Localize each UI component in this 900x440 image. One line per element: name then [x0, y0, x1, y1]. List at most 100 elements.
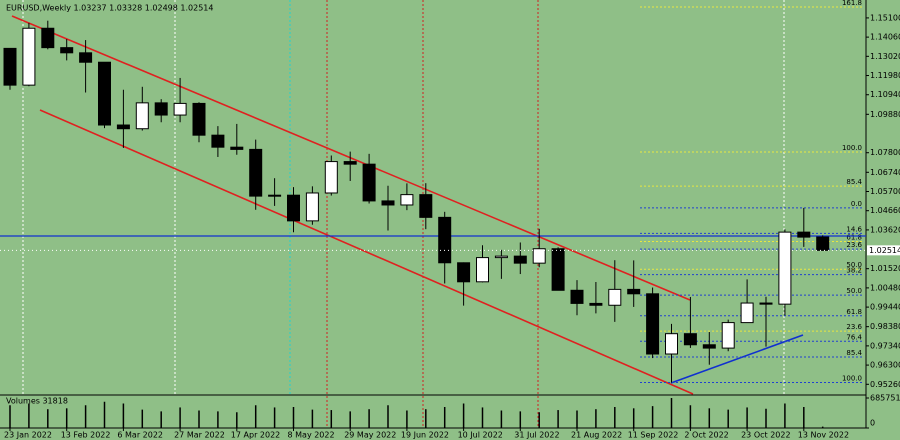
channel-line [39, 109, 694, 395]
candle-body [816, 236, 830, 251]
y-tick-label: 1.04660 [870, 206, 900, 215]
y-tick-label: 1.06740 [870, 168, 900, 177]
candle-body [324, 161, 338, 194]
candle-body [305, 192, 319, 222]
channel-line [11, 15, 691, 301]
candle-body [60, 47, 74, 54]
candle-body [116, 124, 130, 130]
fib-label: 100.0 [842, 374, 862, 382]
fib-label: 50.0 [846, 287, 862, 295]
fib-label: 61.8 [846, 308, 862, 316]
y-tick-label: 1.13020 [870, 52, 900, 61]
candle-body [41, 27, 55, 49]
candle-body [230, 146, 244, 150]
candle-body [570, 289, 584, 304]
fib-label: 85.4 [846, 349, 862, 357]
candle-body [551, 248, 565, 291]
x-tick-label: 31 Jul 2022 [514, 431, 559, 440]
x-tick-label: 19 Jun 2022 [401, 431, 449, 440]
fib-label: 85.4 [846, 178, 862, 186]
candle-body [683, 333, 697, 346]
fib-label: 61.8 [846, 234, 862, 242]
candle-body [400, 194, 414, 206]
candle-body [79, 52, 93, 63]
candle-body [627, 288, 641, 295]
y-tick-label: 0.99440 [870, 303, 900, 312]
candle-body [22, 27, 36, 86]
fib-label: 23.6 [846, 323, 862, 331]
x-tick-label: 27 Mar 2022 [174, 431, 225, 440]
current-price-box [867, 245, 900, 256]
candle-body [211, 134, 225, 148]
fib-label: 38.2 [846, 267, 862, 275]
candle-body [438, 216, 452, 264]
fib-label: 161.8 [842, 0, 862, 7]
candle-body [608, 288, 622, 306]
candle-body [362, 163, 376, 202]
volume-tick-label: 685751 [870, 394, 900, 403]
x-tick-label: 17 Apr 2022 [231, 431, 280, 440]
x-tick-label: 10 Jul 2022 [458, 431, 503, 440]
y-tick-label: 1.11980 [870, 71, 900, 80]
x-tick-label: 8 May 2022 [288, 431, 335, 440]
fib-label: 76.4 [846, 333, 862, 341]
candle-body [287, 194, 300, 222]
chart-title: EURUSD,Weekly 1.03237 1.03328 1.02498 1.… [6, 4, 213, 13]
candle-body [476, 257, 489, 283]
candle-body [702, 344, 716, 349]
candle-body [343, 161, 357, 165]
fib-label: 100.0 [842, 144, 862, 152]
x-tick-label: 13 Nov 2022 [798, 431, 849, 440]
candle-body [173, 102, 187, 116]
candle-body [135, 102, 149, 130]
x-tick-label: 13 Feb 2022 [61, 431, 111, 440]
candle-body [249, 148, 263, 197]
candle-body [381, 200, 395, 206]
y-tick-label: 1.15100 [870, 13, 900, 22]
x-tick-label: 11 Sep 2022 [628, 431, 679, 440]
candle-body [532, 248, 546, 264]
candle-body [665, 333, 678, 355]
y-tick-label: 1.01520 [870, 264, 900, 273]
candle-body [778, 231, 792, 305]
y-tick-label: 0.97340 [870, 341, 900, 350]
fib-label: 50.0 [846, 261, 862, 269]
x-tick-label: 6 Mar 2022 [117, 431, 163, 440]
volume-tick-label: 0 [870, 419, 875, 428]
candle-body [419, 194, 433, 218]
candle-body [192, 102, 206, 136]
y-tick-label: 1.14060 [870, 33, 900, 42]
candle-body [513, 255, 527, 264]
y-tick-label: 1.10940 [870, 90, 900, 99]
x-tick-label: 23 Oct 2022 [741, 431, 790, 440]
candle-body [98, 61, 111, 126]
candle-body [721, 322, 735, 349]
candle-body [740, 302, 754, 324]
candle-body [646, 293, 660, 355]
x-tick-label: 23 Jan 2022 [4, 431, 52, 440]
x-tick-label: 29 May 2022 [344, 431, 396, 440]
y-tick-label: 1.00480 [870, 283, 900, 292]
x-tick-label: 21 Aug 2022 [571, 431, 622, 440]
volume-label: Volumes 31818 [6, 397, 68, 406]
y-tick-label: 1.03620 [870, 225, 900, 234]
candle-body [759, 302, 773, 305]
trend-line [670, 334, 804, 384]
y-tick-label: 0.96300 [870, 361, 900, 370]
fib-label: 14.6 [846, 225, 862, 233]
plot-background [0, 0, 866, 428]
candle-body [457, 262, 471, 283]
y-tick-label: 0.98380 [870, 322, 900, 331]
x-tick-label: 2 Oct 2022 [684, 431, 728, 440]
fib-label: 23.6 [846, 241, 862, 249]
candle-body [494, 255, 508, 259]
candle-body [589, 302, 603, 306]
candle-body [154, 102, 168, 116]
y-tick-label: 1.07800 [870, 148, 900, 157]
y-tick-label: 0.95260 [870, 380, 900, 389]
candle-body [797, 231, 811, 238]
y-tick-label: 1.09880 [870, 110, 900, 119]
candle-body [3, 47, 17, 86]
